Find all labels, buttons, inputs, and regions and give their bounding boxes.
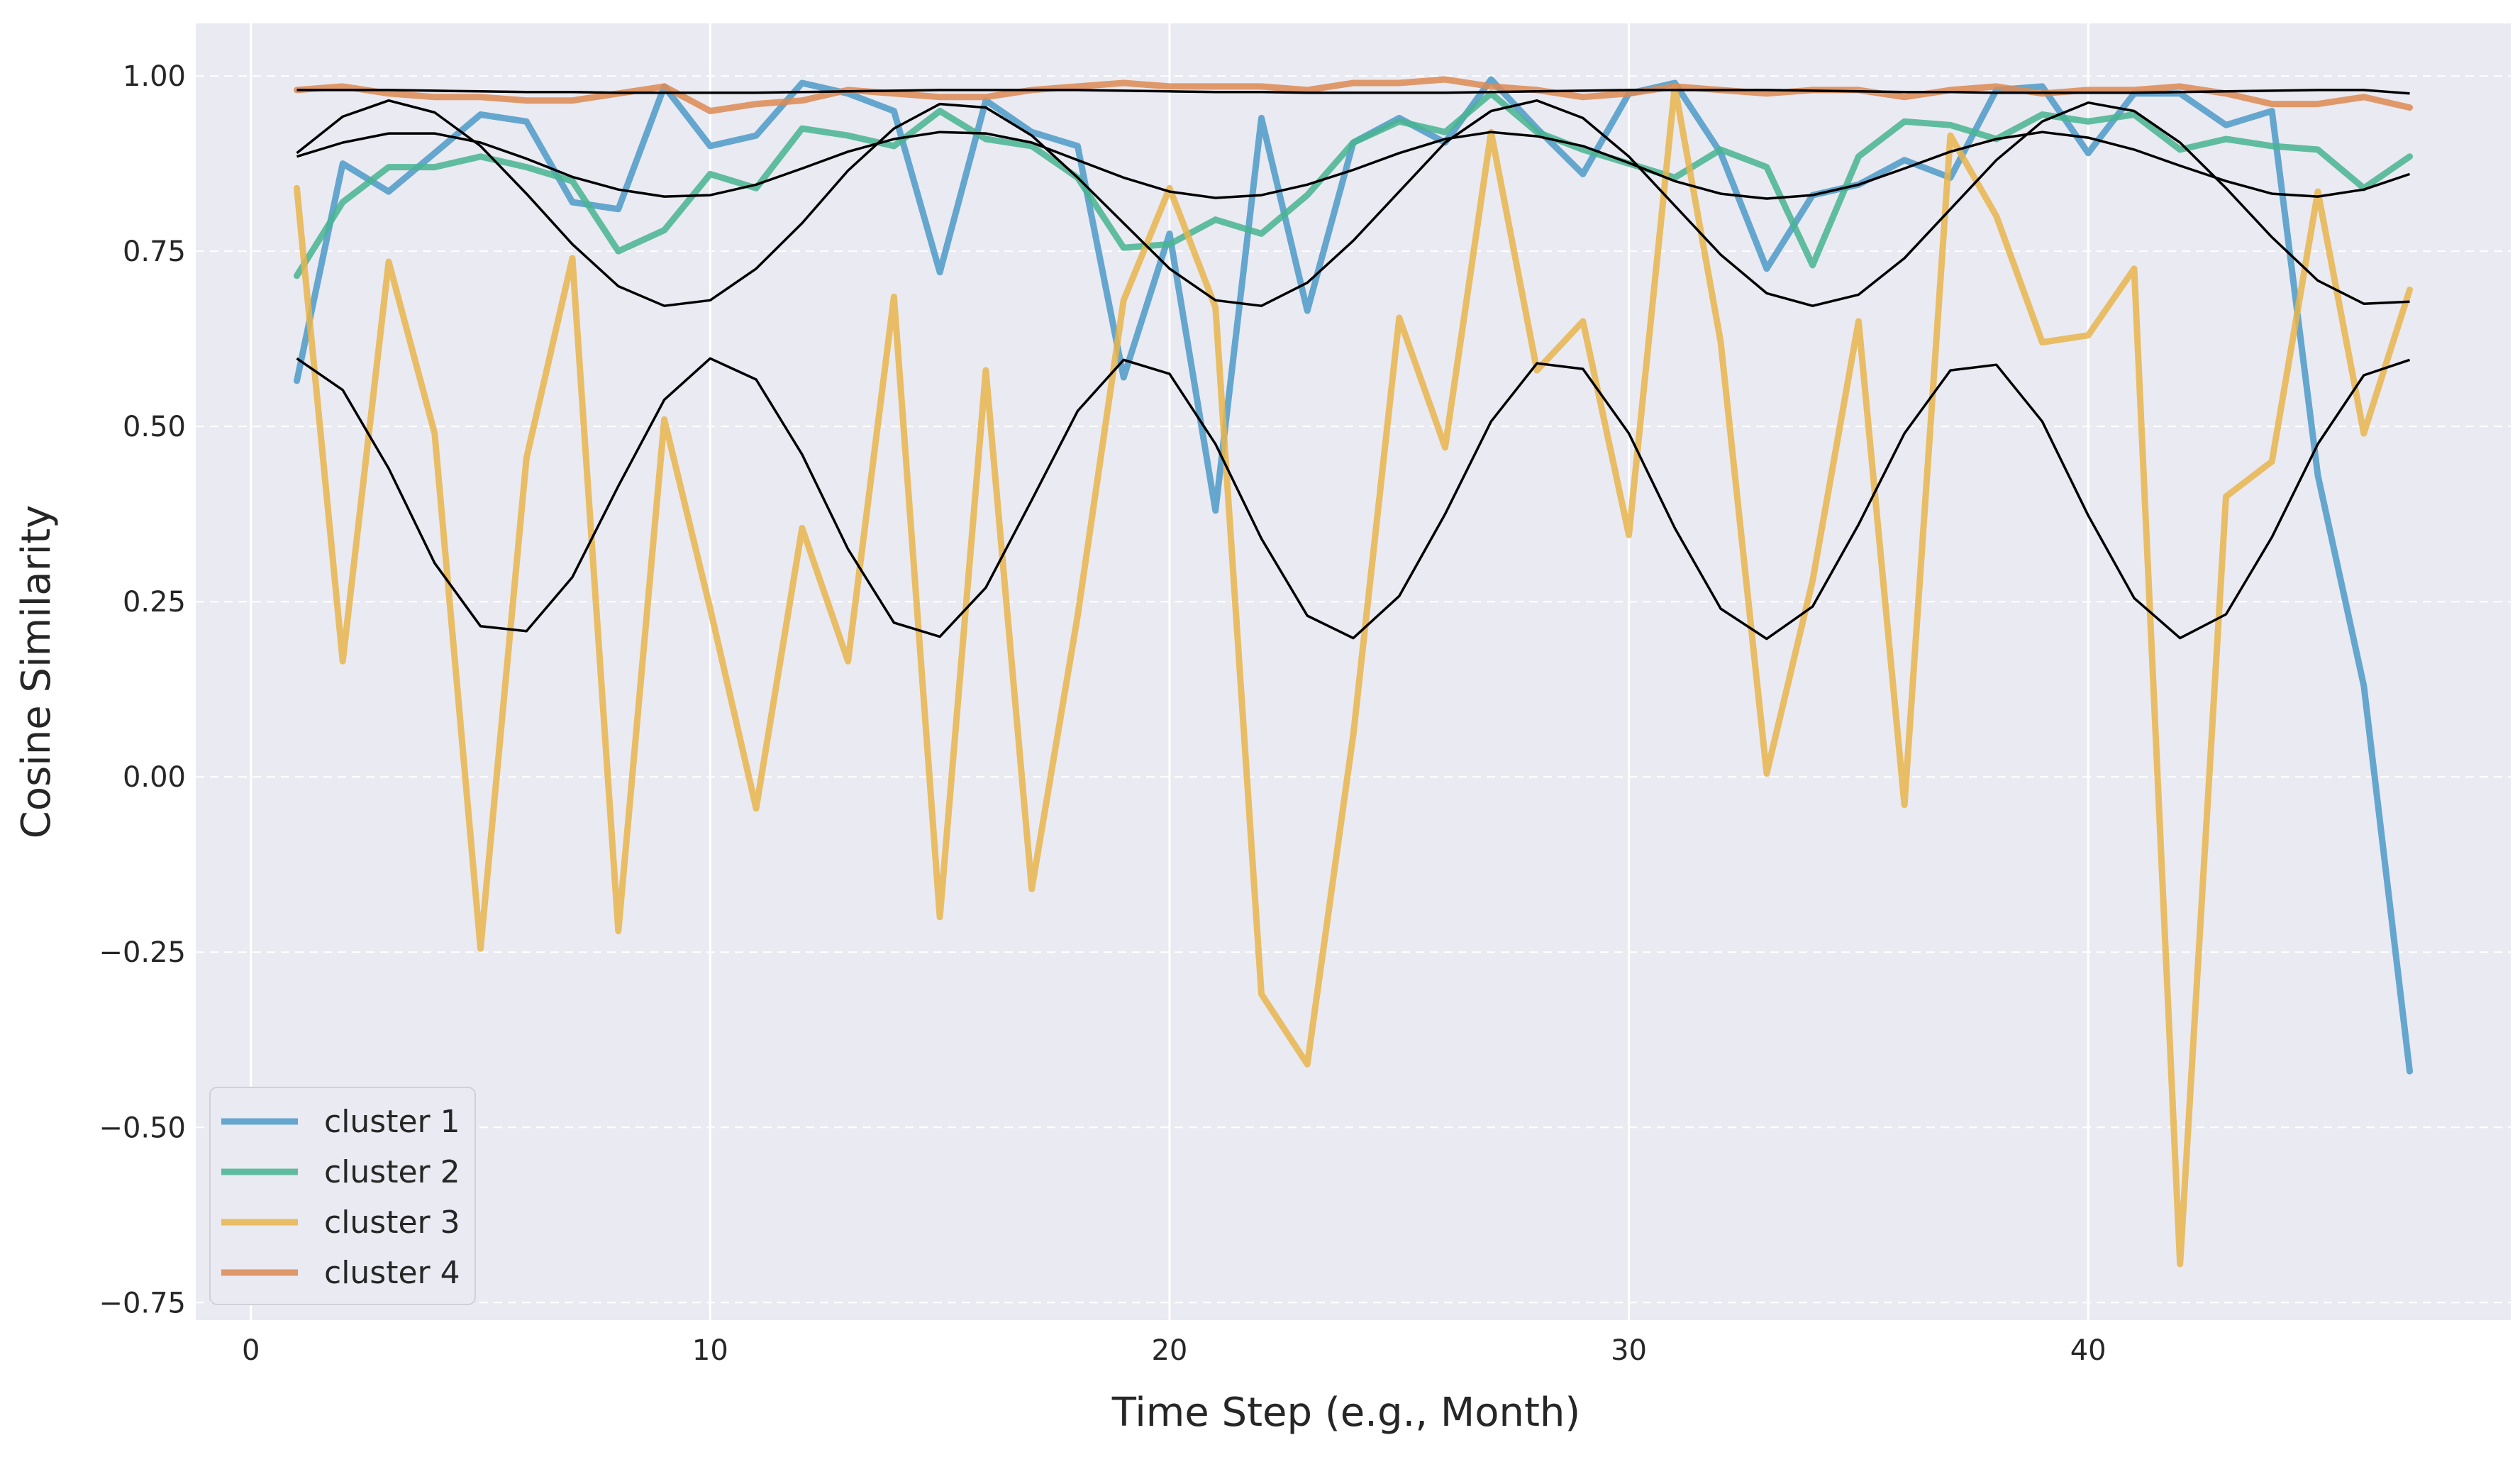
legend-label: cluster 3 [324,1204,460,1241]
series-line-cluster-2 [294,90,2413,279]
x-tick-label: 10 [692,1334,728,1367]
reference-curve-2 [296,131,2411,200]
y-tick-label: 0.00 [123,761,186,794]
x-tick-label: 20 [1151,1334,1187,1367]
plot-area-background [196,23,2511,1320]
y-tick-label: −0.75 [99,1287,186,1319]
y-tick-label: −0.50 [99,1112,186,1144]
x-axis-label: Time Step (e.g., Month) [1111,1390,1581,1436]
y-tick-label: −0.25 [99,936,186,969]
reference-curve-1 [296,89,2410,95]
legend-label: cluster 2 [324,1154,460,1190]
y-tick-label: 0.75 [123,236,186,268]
x-tick-label: 0 [242,1334,260,1367]
reference-curve-4 [296,357,2411,641]
reference-lines [296,89,2411,641]
legend-box [209,1087,476,1305]
x-tick-label: 40 [2070,1334,2107,1367]
y-axis-label: Cosine Similarity [13,505,60,839]
series-line-cluster-3 [294,83,2413,1268]
legend-label: cluster 1 [324,1104,460,1140]
legend-label: cluster 4 [324,1255,460,1291]
y-tick-label: 0.25 [123,586,186,619]
reference-curve-3 [296,99,2410,307]
y-tick-label: 1.00 [123,60,186,93]
x-tick-label: 30 [1611,1334,1647,1367]
y-tick-label: 0.50 [123,411,186,443]
axis-ticks: 0 10 20 30 40 −0.75 −0.50 −0.25 0.00 0.25 0.50 0.75… [99,60,2106,1367]
legend: cluster 1 cluster 2 cluster 3 cluster 4 [209,1087,476,1305]
